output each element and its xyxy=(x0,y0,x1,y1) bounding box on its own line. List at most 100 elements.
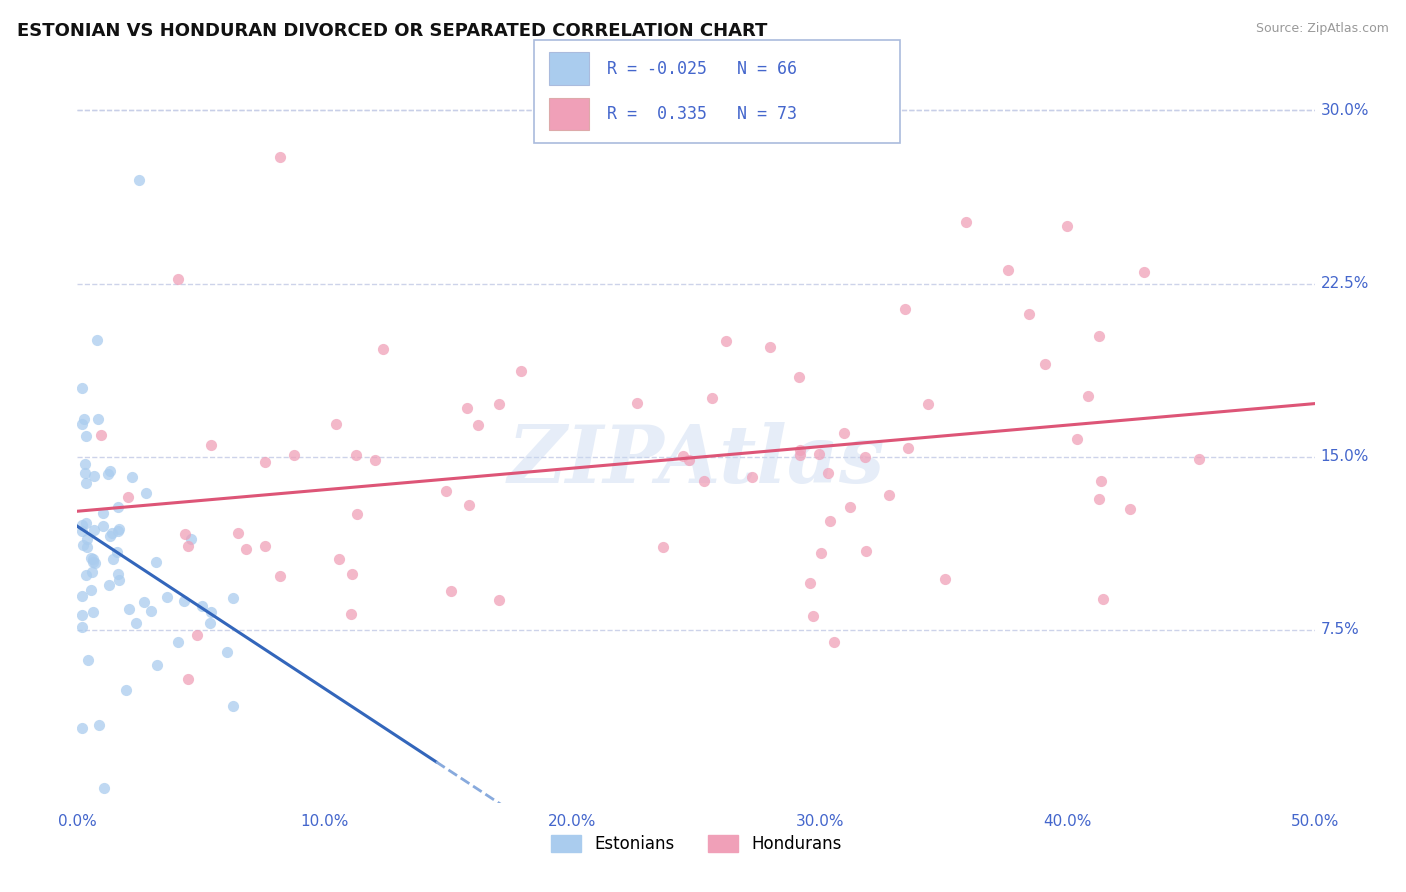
Text: 22.5%: 22.5% xyxy=(1320,276,1369,291)
Point xyxy=(269,150,291,164)
Point xyxy=(76,533,98,547)
Point xyxy=(75,516,97,530)
Point xyxy=(73,457,96,471)
Point xyxy=(93,780,115,795)
Point xyxy=(820,514,842,528)
Point xyxy=(1091,592,1114,607)
Point xyxy=(693,474,716,488)
Point xyxy=(1033,357,1056,371)
Text: R = -0.025   N = 66: R = -0.025 N = 66 xyxy=(607,60,797,78)
Point xyxy=(226,525,249,540)
Point xyxy=(879,487,901,501)
Point xyxy=(894,301,917,316)
Point xyxy=(72,721,94,735)
Point xyxy=(434,483,457,498)
Text: 30.0%: 30.0% xyxy=(1320,103,1369,118)
Point xyxy=(89,718,111,732)
Point xyxy=(456,401,478,416)
Point xyxy=(371,343,394,357)
Legend: Estonians, Hondurans: Estonians, Hondurans xyxy=(544,829,848,860)
Point xyxy=(101,525,124,540)
Point xyxy=(1018,307,1040,321)
Point xyxy=(121,470,143,484)
Point xyxy=(73,412,96,426)
Point xyxy=(253,539,276,553)
Point xyxy=(173,527,195,541)
Point xyxy=(108,573,131,587)
Point xyxy=(1090,474,1112,488)
Point xyxy=(139,603,162,617)
Point xyxy=(1133,265,1156,279)
Point xyxy=(328,551,350,566)
Point xyxy=(101,552,124,566)
Point xyxy=(107,500,129,514)
Point xyxy=(180,532,202,546)
Point xyxy=(671,450,693,464)
Point xyxy=(283,448,305,462)
Point xyxy=(186,628,208,642)
Point xyxy=(145,555,167,569)
Point xyxy=(200,438,222,452)
Point xyxy=(340,607,363,621)
Text: R =  0.335   N = 73: R = 0.335 N = 73 xyxy=(607,105,797,123)
Point xyxy=(105,545,128,559)
FancyBboxPatch shape xyxy=(548,97,589,130)
Point xyxy=(72,620,94,634)
Point xyxy=(77,653,100,667)
Point xyxy=(76,540,98,554)
Point xyxy=(803,609,825,624)
Point xyxy=(363,453,385,467)
Point xyxy=(83,468,105,483)
Point xyxy=(108,522,131,536)
Point xyxy=(86,412,108,426)
Point xyxy=(80,550,103,565)
Point xyxy=(156,590,179,604)
Point xyxy=(191,599,214,614)
Point xyxy=(72,517,94,532)
Point xyxy=(488,593,510,607)
Point xyxy=(117,491,139,505)
Point xyxy=(75,476,97,491)
Point xyxy=(198,615,221,630)
Point xyxy=(166,635,188,649)
Point xyxy=(934,572,956,586)
Point xyxy=(83,556,105,570)
Text: ZIPAtlas: ZIPAtlas xyxy=(508,423,884,500)
Point xyxy=(91,506,114,520)
Point xyxy=(114,683,136,698)
Point xyxy=(626,396,648,410)
Point xyxy=(97,467,120,481)
Point xyxy=(90,428,112,442)
Point xyxy=(344,448,367,462)
Point xyxy=(235,542,257,557)
Point xyxy=(917,397,939,411)
Point xyxy=(98,529,121,543)
Point xyxy=(135,486,157,500)
Point xyxy=(325,417,347,432)
Point xyxy=(678,453,700,467)
Point xyxy=(217,645,239,659)
Point xyxy=(91,518,114,533)
Point xyxy=(79,582,101,597)
Point xyxy=(1056,219,1078,233)
Text: 7.5%: 7.5% xyxy=(1320,623,1360,637)
Point xyxy=(72,538,94,552)
Point xyxy=(758,340,780,354)
Point xyxy=(346,508,368,522)
Point xyxy=(80,566,103,580)
Point xyxy=(254,455,277,469)
Point xyxy=(1088,329,1111,343)
Point xyxy=(75,568,97,582)
Text: Source: ZipAtlas.com: Source: ZipAtlas.com xyxy=(1256,22,1389,36)
Point xyxy=(741,470,763,484)
Point xyxy=(440,583,463,598)
Point xyxy=(177,539,200,553)
Point xyxy=(222,591,245,606)
Point xyxy=(509,363,531,377)
Point xyxy=(787,369,810,384)
Point xyxy=(1088,491,1111,506)
Point xyxy=(166,272,188,286)
Point xyxy=(1077,389,1099,403)
Point xyxy=(98,578,121,592)
Point xyxy=(73,466,96,480)
